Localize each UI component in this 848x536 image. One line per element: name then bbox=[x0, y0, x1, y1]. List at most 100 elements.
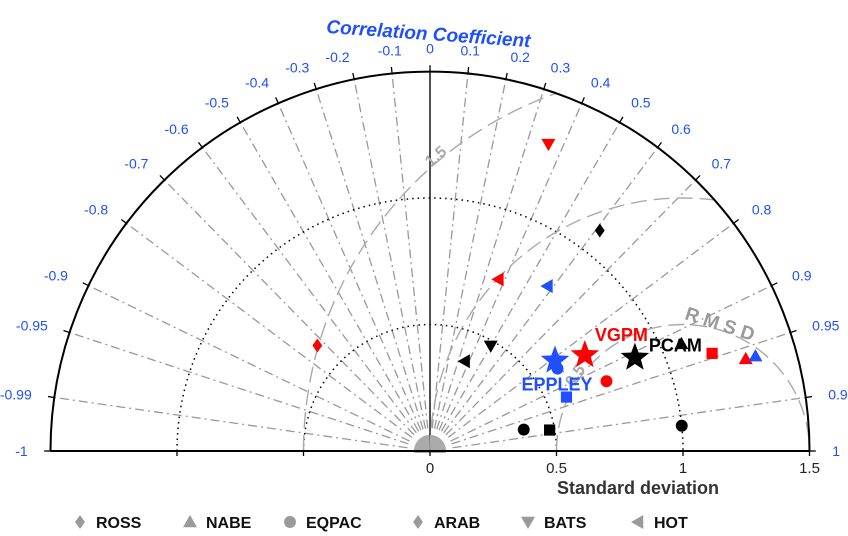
correlation-tick-label: -0.95 bbox=[16, 317, 48, 333]
point-pcam-eqpac bbox=[517, 423, 530, 436]
correlation-tick bbox=[505, 72, 508, 80]
correlation-ray bbox=[126, 222, 413, 438]
correlation-tick-label: -0.7 bbox=[124, 156, 148, 172]
sd-tick-label: 0.5 bbox=[546, 460, 567, 477]
point-pcam-arab bbox=[544, 424, 556, 436]
correlation-tick bbox=[47, 395, 55, 399]
correlation-tick-label: -0.8 bbox=[84, 202, 108, 218]
point-eppley-nabe bbox=[748, 349, 763, 362]
grid-layer bbox=[54, 71, 806, 453]
diagram-frame bbox=[44, 65, 816, 456]
correlation-tick-label: -0.9 bbox=[44, 268, 68, 284]
correlation-ray bbox=[451, 331, 791, 445]
correlation-tick bbox=[733, 218, 740, 224]
correlation-ray bbox=[438, 102, 583, 431]
std-dev-arc bbox=[176, 197, 684, 452]
correlation-ray bbox=[54, 396, 408, 449]
correlation-tick bbox=[82, 282, 89, 287]
legend-marker-hot bbox=[631, 515, 644, 529]
correlation-tick-label: -0.6 bbox=[165, 121, 189, 137]
correlation-tick bbox=[790, 329, 797, 334]
legend-label-nabe: NABE bbox=[206, 515, 252, 532]
correlation-ray bbox=[445, 179, 697, 436]
correlation-tick-label: 0.9 bbox=[792, 268, 812, 284]
point-vgpm-eqpac bbox=[600, 375, 613, 388]
tick-labels: -1 -0.99 -0.95 -0.9 -0.8 -0.7 -0.6 -0.5 -0.4 -0.3… bbox=[0, 41, 848, 477]
correlation-tick-label: 0 bbox=[426, 41, 434, 57]
correlation-tick bbox=[467, 67, 470, 74]
correlation-tick-label: 0.5 bbox=[631, 95, 651, 111]
point-vgpm-bats bbox=[541, 138, 556, 152]
point-vgpm-hot bbox=[491, 272, 504, 287]
correlation-tick bbox=[771, 282, 778, 287]
correlation-ray bbox=[315, 88, 424, 430]
correlation-tick-label: 0.1 bbox=[460, 43, 480, 59]
rmsd-contour bbox=[429, 197, 810, 452]
correlation-ray bbox=[353, 79, 427, 429]
legend-marker-bats bbox=[521, 516, 535, 529]
correlation-tick-label: 1 bbox=[832, 443, 840, 459]
point-pcam-bats bbox=[483, 340, 498, 353]
legend-label-arab: ARAB bbox=[434, 515, 480, 532]
correlation-ray bbox=[239, 122, 420, 432]
point-pcam-ross bbox=[594, 223, 605, 238]
model-label-pcam: PCAM bbox=[649, 336, 702, 356]
model-summaries: VGPM EPPLEY PCAM bbox=[521, 325, 701, 394]
point-pcam-eqpac bbox=[675, 419, 688, 432]
correlation-ray bbox=[452, 396, 806, 449]
sd-tick-label: 1 bbox=[679, 460, 687, 477]
sd-tick-label: 0 bbox=[426, 460, 434, 477]
legend-label-eqpac: EQPAC bbox=[306, 515, 362, 532]
correlation-tick-label: 0.99 bbox=[828, 386, 848, 402]
correlation-tick bbox=[63, 329, 70, 334]
correlation-ray bbox=[447, 222, 734, 438]
correlation-tick bbox=[581, 97, 585, 104]
correlation-tick bbox=[619, 116, 624, 123]
correlation-tick bbox=[275, 97, 279, 104]
correlation-ray bbox=[440, 122, 621, 432]
correlation-tick bbox=[159, 175, 165, 181]
point-pcam-nabe bbox=[674, 336, 689, 350]
point-eppley-hot bbox=[540, 279, 553, 294]
std-dev-arc bbox=[302, 323, 558, 452]
correlation-tick-label: 0.4 bbox=[591, 74, 611, 90]
x-axis-label: Standard deviation bbox=[557, 478, 719, 498]
correlation-ray bbox=[69, 331, 409, 445]
correlation-tick-label: -1 bbox=[15, 443, 28, 459]
correlation-tick bbox=[657, 141, 663, 148]
correlation-tick bbox=[543, 82, 547, 90]
correlation-ray bbox=[277, 102, 422, 431]
rmsd-label: 1.5 bbox=[422, 143, 450, 170]
correlation-ray bbox=[201, 147, 417, 434]
point-vgpm-arab bbox=[706, 347, 718, 359]
correlation-tick-label: 0.3 bbox=[551, 59, 571, 75]
correlation-ray bbox=[436, 88, 545, 430]
point-vgpm-ross bbox=[312, 338, 323, 353]
correlation-tick-label: 0.2 bbox=[510, 49, 530, 65]
correlation-tick-label: -0.5 bbox=[205, 95, 229, 111]
model-label-eppley: EPPLEY bbox=[521, 374, 592, 394]
correlation-tick-label: -0.2 bbox=[325, 49, 349, 65]
correlation-tick bbox=[236, 116, 241, 123]
legend-label-hot: HOT bbox=[654, 515, 688, 532]
correlation-tick-label: 0.8 bbox=[752, 202, 772, 218]
legend-marker-arab bbox=[413, 515, 423, 529]
star-eppley bbox=[540, 345, 570, 373]
correlation-tick-label: -0.3 bbox=[285, 59, 309, 75]
legend-marker-eqpac bbox=[284, 516, 296, 528]
rmsd-contour bbox=[302, 71, 810, 452]
correlation-tick bbox=[352, 72, 355, 80]
correlation-tick-label: -0.4 bbox=[245, 74, 269, 90]
correlation-ray bbox=[163, 179, 415, 436]
correlation-tick-label: 0.7 bbox=[712, 156, 732, 172]
legend-label-ross: ROSS bbox=[96, 515, 142, 532]
legend-label-bats: BATS bbox=[544, 515, 587, 532]
correlation-tick bbox=[805, 395, 813, 399]
correlation-tick-label: 0.95 bbox=[812, 317, 839, 333]
point-eppley-arab bbox=[560, 391, 573, 403]
correlation-tick-label: -0.1 bbox=[378, 43, 402, 59]
correlation-ray bbox=[450, 284, 772, 442]
correlation-tick-label: -0.99 bbox=[0, 386, 32, 402]
star-vgpm bbox=[570, 340, 600, 368]
